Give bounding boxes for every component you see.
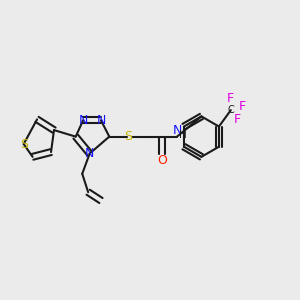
Text: F: F [234,112,241,126]
Text: C: C [227,105,234,115]
Text: F: F [239,100,246,113]
Text: H: H [178,130,186,140]
Text: N: N [96,114,106,127]
Text: F: F [227,92,234,105]
Text: N: N [85,147,94,160]
Text: S: S [20,138,28,151]
Text: O: O [157,154,167,167]
Text: N: N [78,114,88,127]
Text: N: N [173,124,182,136]
Text: S: S [124,130,132,143]
